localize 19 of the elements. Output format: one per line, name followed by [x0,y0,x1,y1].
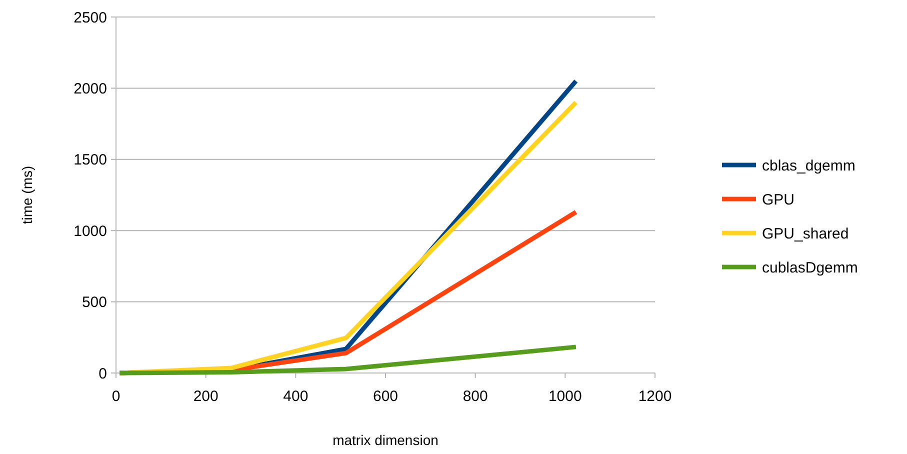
legend-label: GPU [762,191,795,208]
x-tick-label: 600 [372,388,398,405]
y-tick-label: 2000 [74,80,107,98]
y-tick-label: 500 [82,294,107,312]
y-tick-label: 0 [98,365,107,382]
x-tick-label: 0 [112,388,120,405]
x-tick-label: 1000 [548,388,582,405]
legend-label: cublasDgemm [762,259,858,276]
y-tick-label: 2500 [74,9,107,26]
legend-label: GPU_shared [762,225,849,242]
y-axis-title: time (ms) [19,166,35,224]
x-tick-label: 400 [283,388,308,405]
y-tick-label: 1000 [74,222,107,240]
x-tick-label: 200 [193,388,218,405]
x-tick-label: 1200 [638,388,672,405]
x-tick-label: 800 [462,388,488,405]
y-tick-label: 1500 [74,152,107,169]
legend-label: cblas_dgemm [762,157,856,174]
x-axis-title: matrix dimension [332,432,438,448]
